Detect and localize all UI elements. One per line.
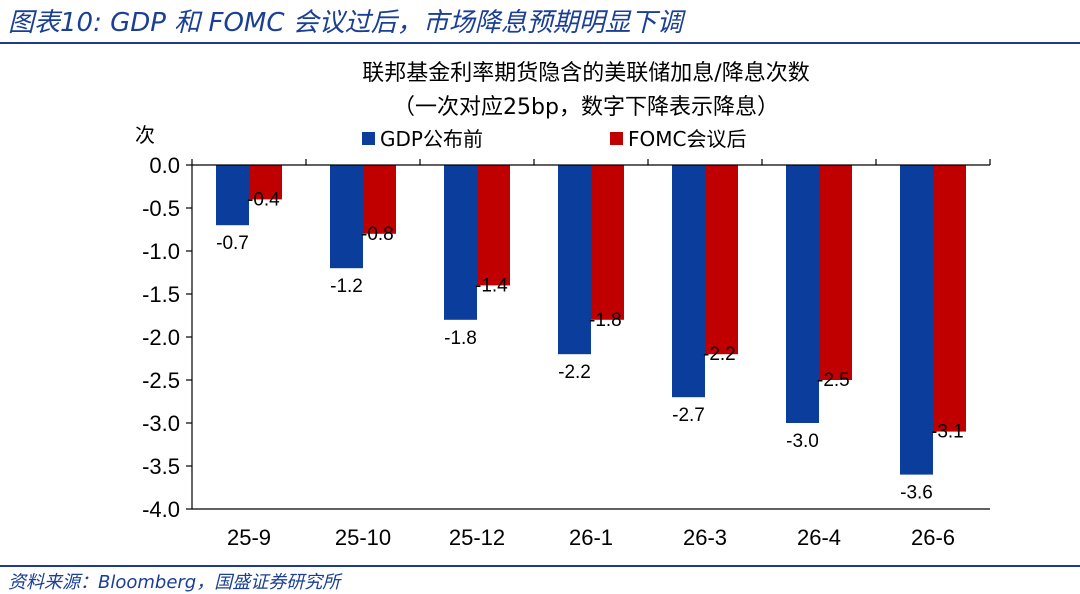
data-label-gdp-25-12: -1.8 <box>444 328 477 349</box>
data-label-gdp-26-4: -3.0 <box>786 431 819 452</box>
y-tick-label: -3.5 <box>142 454 180 479</box>
data-label-gdp-25-9: -0.7 <box>216 233 249 254</box>
bars-group <box>216 165 966 475</box>
bar-fomc-26-1 <box>591 165 624 320</box>
title-rule <box>0 42 1080 44</box>
data-label-gdp-26-6: -3.6 <box>900 483 933 504</box>
x-tick-label: 25-10 <box>335 525 391 550</box>
data-label-gdp-26-1: -2.2 <box>558 362 591 383</box>
legend-swatch-gdp <box>362 132 375 145</box>
y-tick-label: -0.5 <box>142 196 180 221</box>
chart-subtitle: （一次对应25bp，数字下降表示降息） <box>393 95 779 120</box>
bar-fomc-25-12 <box>477 165 510 286</box>
x-tick-label: 25-12 <box>449 525 505 550</box>
x-tick-label: 26-1 <box>569 525 613 550</box>
data-label-fomc-25-12: -1.4 <box>475 275 508 296</box>
y-tick-label: -1.5 <box>142 282 180 307</box>
legend-swatch-fomc <box>610 132 623 145</box>
bar-gdp-26-1 <box>558 165 591 355</box>
bar-fomc-25-10 <box>363 165 396 234</box>
x-tick-label: 26-6 <box>911 525 955 550</box>
data-label-fomc-26-6: -3.1 <box>931 422 964 443</box>
y-axis-unit-label: 次 <box>135 123 155 147</box>
bar-gdp-26-6 <box>900 165 933 475</box>
axes-group: 0.0 -0.5 -1.0 -1.5 -2.0 -2.5 -3.0 -3.5 -4.0 25-9 2… <box>142 153 991 550</box>
y-tick-label: -1.0 <box>142 239 180 264</box>
y-tick-label: 0.0 <box>149 153 180 178</box>
data-labels-group: -0.7 -0.4 -1.2 -0.8 -1.8 -1.4 -2.2 -1.8 -2.7 -2.2… <box>216 189 964 503</box>
chart-title: 联邦基金利率期货隐含的美联储加息/降息次数 <box>362 61 809 86</box>
data-label-fomc-25-9: -0.4 <box>247 189 280 210</box>
source-rule <box>0 565 1080 567</box>
bar-gdp-25-9 <box>216 165 249 226</box>
bar-gdp-26-3 <box>672 165 705 398</box>
bar-gdp-25-10 <box>330 165 363 269</box>
bar-gdp-26-4 <box>786 165 819 423</box>
y-tick-label: -2.5 <box>142 368 180 393</box>
y-tick-label: -3.0 <box>142 411 180 436</box>
figure-title: 图表10: GDP 和 FOMC 会议过后，市场降息预期明显下调 <box>8 8 683 38</box>
x-tick-label: 25-9 <box>227 525 271 550</box>
legend-label-gdp: GDP公布前 <box>380 127 483 151</box>
y-tick-label: -2.0 <box>142 325 180 350</box>
data-label-fomc-25-10: -0.8 <box>361 224 394 245</box>
legend: GDP公布前 FOMC会议后 <box>362 127 746 151</box>
data-label-fomc-26-1: -1.8 <box>589 310 622 331</box>
data-label-gdp-26-3: -2.7 <box>672 405 705 426</box>
figure-source: 资料来源：Bloomberg，国盛证券研究所 <box>8 572 341 593</box>
data-label-gdp-25-10: -1.2 <box>330 276 363 297</box>
bar-fomc-26-6 <box>933 165 966 432</box>
data-label-fomc-26-4: -2.5 <box>817 370 850 391</box>
bar-fomc-25-9 <box>249 165 282 200</box>
bar-gdp-25-12 <box>444 165 477 320</box>
x-tick-label: 26-4 <box>797 525 841 550</box>
legend-label-fomc: FOMC会议后 <box>628 127 746 151</box>
data-label-fomc-26-3: -2.2 <box>703 344 736 365</box>
x-tick-label: 26-3 <box>683 525 727 550</box>
y-tick-label: -4.0 <box>142 497 180 522</box>
bar-fomc-26-4 <box>819 165 852 380</box>
bar-fomc-26-3 <box>705 165 738 355</box>
